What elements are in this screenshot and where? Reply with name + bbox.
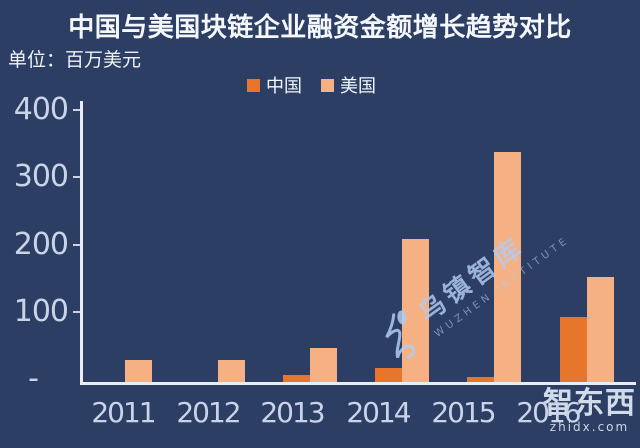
legend: 中国 美国: [247, 72, 376, 98]
bar-us-2015: [494, 152, 521, 382]
x-tick-label-2013: 2013: [260, 396, 325, 429]
x-axis-line: [80, 382, 636, 385]
bar-us-2012: [218, 360, 245, 382]
wuzhen-watermark-text: 乌镇智库: [413, 231, 532, 329]
x-tick-label-2015: 2015: [431, 396, 496, 429]
legend-label-us: 美国: [340, 76, 376, 97]
y-axis-tick-200: [73, 244, 80, 246]
bar-us-2011: [125, 360, 152, 382]
y-axis-line: [80, 101, 83, 385]
y-axis-tick-100: [73, 311, 80, 313]
x-tick-label-2014: 2014: [346, 396, 411, 429]
legend-item-us: 美国: [321, 72, 376, 98]
y-axis-tick-400: [73, 109, 80, 111]
bar-us-2016: [587, 277, 614, 382]
legend-label-china: 中国: [266, 76, 302, 97]
y-tick-label-0: -: [28, 361, 39, 396]
chart-title: 中国与美国块链企业融资金额增长趋势对比: [68, 13, 572, 43]
x-tick-label-2016: 2016: [516, 396, 581, 429]
y-tick-label-400: 400: [13, 92, 69, 127]
y-tick-label-200: 200: [13, 227, 69, 262]
us-legend-swatch-icon: [321, 78, 334, 92]
wuzhen-watermark: 乌镇智库 WUZHEN INSTITUTE: [369, 203, 572, 369]
bar-us-2014: [402, 239, 429, 382]
bar-us-2013: [310, 348, 337, 382]
x-tick-label-2011: 2011: [91, 396, 156, 429]
x-tick-label-2012: 2012: [176, 396, 241, 429]
legend-item-china: 中国: [247, 72, 302, 98]
bar-china-2014: [375, 368, 402, 382]
y-tick-label-100: 100: [13, 294, 69, 329]
bar-china-2013: [283, 375, 310, 382]
unit-label: 单位：百万美元: [8, 49, 142, 71]
y-axis-tick-300: [73, 176, 80, 178]
y-tick-label-300: 300: [13, 159, 69, 194]
bar-china-2015: [467, 377, 494, 382]
china-legend-swatch-icon: [247, 78, 260, 92]
bar-china-2016: [560, 317, 587, 382]
